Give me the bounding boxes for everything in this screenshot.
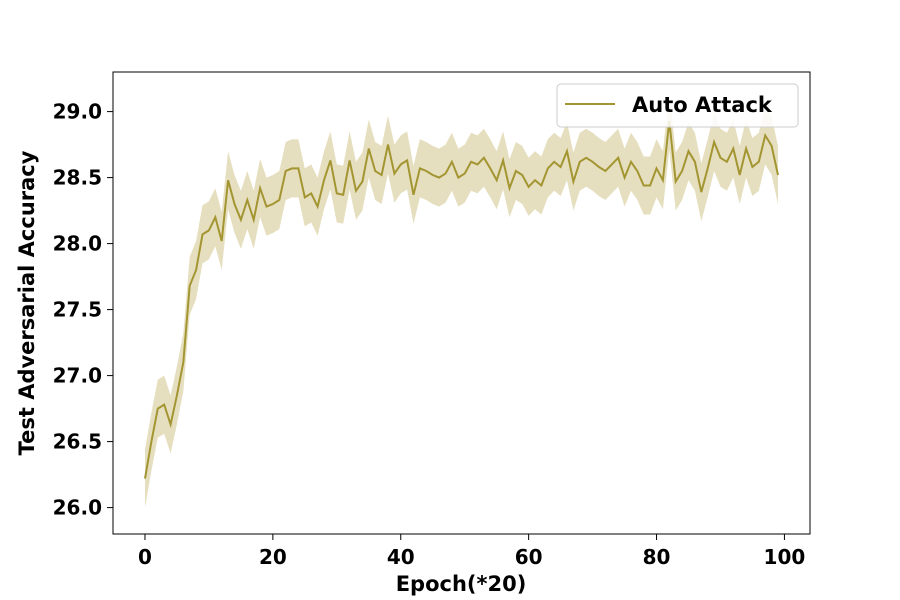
legend-label: Auto Attack [632,93,773,117]
y-axis-ticks: 26.0 26.5 27.0 27.5 28.0 28.5 29.0 [53,100,113,520]
y-tick-label: 27.0 [53,364,102,388]
y-tick-label: 28.0 [53,232,102,256]
y-tick-label: 27.5 [53,298,102,322]
series-line-layer [144,120,779,479]
legend: Auto Attack [556,83,799,128]
x-tick-label: 100 [764,545,806,569]
plot-area-frame [112,71,811,535]
x-axis-label: Epoch(*20) [396,572,527,596]
confidence-band [145,91,778,508]
x-tick-label: 20 [259,545,287,569]
y-tick-label: 26.0 [53,496,102,520]
x-tick-label: 0 [138,545,152,569]
x-tick-label: 40 [387,545,415,569]
series-line-auto-attack [144,120,779,479]
x-axis-ticks: 0 20 40 60 80 100 [138,534,805,569]
x-tick-label: 60 [515,545,543,569]
legend-box [556,83,799,128]
y-tick-label: 29.0 [53,100,102,124]
y-tick-label: 28.5 [53,166,102,190]
y-axis-label: Test Adversarial Accuracy [15,150,39,455]
confidence-band-layer [145,91,778,508]
y-tick-label: 26.5 [53,430,102,454]
x-tick-label: 80 [643,545,671,569]
